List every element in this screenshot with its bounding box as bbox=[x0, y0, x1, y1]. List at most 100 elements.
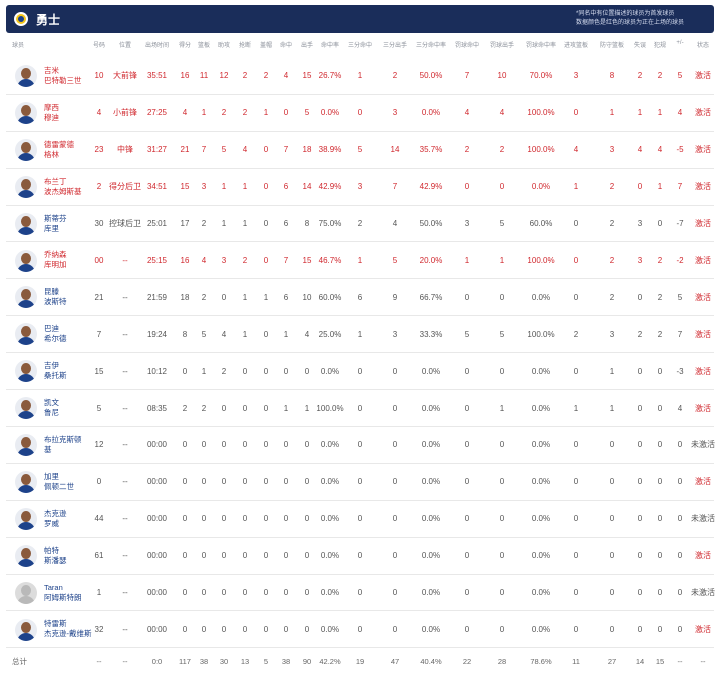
col-player-header[interactable]: 球员 bbox=[12, 43, 25, 49]
player-name[interactable]: 布兰丁 波杰姆斯基 bbox=[44, 169, 82, 205]
col-status-cell: 激活 bbox=[695, 624, 711, 634]
col-fouls-header[interactable]: 犯规 bbox=[653, 43, 666, 49]
col-fgpct-cell: 42.9% bbox=[318, 182, 342, 192]
player-name[interactable]: 加里 佩顿二世 bbox=[44, 464, 74, 500]
player-avatar-icon[interactable] bbox=[15, 249, 37, 272]
col-fgpct-header[interactable]: 命中率 bbox=[320, 43, 339, 49]
col-fga-cell: 15 bbox=[302, 255, 312, 265]
col-dreb-header[interactable]: 防守篮板 bbox=[599, 43, 624, 49]
col-blocks-cell: 0 bbox=[263, 477, 269, 487]
table-row[interactable]: 摩西 穆迪 4 小前锋 27:25 4 1 2 2 1 0 5 0.0% 0 3 0.0% 4 4 100.0% 0 1… bbox=[6, 95, 714, 132]
player-name[interactable]: 昆滕 波斯特 bbox=[44, 279, 67, 315]
player-avatar-icon[interactable] bbox=[15, 397, 37, 420]
col-steals-header[interactable]: 抢断 bbox=[238, 43, 251, 49]
col-ftpct-cell: 70.0% bbox=[529, 71, 553, 81]
player-name[interactable]: 杰克逊 罗威 bbox=[44, 501, 67, 537]
table-row[interactable]: 加里 佩顿二世 0 -- 00:00 0 0 0 0 0 0 0 0.0% 0 0 0.0% 0 0 0.0% 0 0 0… bbox=[6, 464, 714, 501]
player-name[interactable]: 摩西 穆迪 bbox=[44, 95, 59, 131]
col-dreb-cell: 2 bbox=[609, 182, 615, 192]
player-avatar-icon[interactable] bbox=[15, 360, 37, 383]
col-status-header[interactable]: 状态 bbox=[696, 43, 709, 49]
col-points-header[interactable]: 得分 bbox=[178, 43, 191, 49]
col-ftpct-total: 78.6% bbox=[530, 656, 552, 666]
col-turnovers-header[interactable]: 失误 bbox=[633, 43, 646, 49]
col-3ppct-header[interactable]: 三分命中率 bbox=[415, 43, 446, 49]
col-3ppct-cell: 0.0% bbox=[421, 624, 441, 634]
table-row[interactable]: 吉米 巴特勒三世 10 大前锋 35:51 16 11 12 2 2 4 15 26.7% 1 2 50.0%… bbox=[6, 58, 714, 95]
player-name-line1: 帕特 bbox=[44, 545, 59, 555]
col-3pa-cell: 14 bbox=[390, 145, 400, 155]
player-name-line1: 特雷斯 bbox=[44, 619, 67, 629]
player-name[interactable]: 斯蒂芬 库里 bbox=[44, 206, 67, 242]
player-name[interactable]: 巴迪 希尔德 bbox=[44, 316, 67, 352]
table-row[interactable]: 特雷斯 杰克逊-戴维斯 32 -- 00:00 0 0 0 0 0 0 0 0.0% 0 0 0.0% 0 0 0.… bbox=[6, 612, 714, 649]
player-avatar-icon[interactable] bbox=[15, 323, 37, 346]
table-row[interactable]: 昆滕 波斯特 21 -- 21:59 18 2 0 1 1 6 10 60.0% 6 9 66.7% 0 0 0.0… bbox=[6, 279, 714, 317]
col-fgm-cell: 7 bbox=[283, 255, 289, 265]
player-name[interactable]: 凯文 鲁尼 bbox=[44, 390, 59, 426]
col-rebounds-header[interactable]: 篮板 bbox=[197, 43, 210, 49]
col-assists-header[interactable]: 助攻 bbox=[217, 43, 230, 49]
col-3pm-header[interactable]: 三分命中 bbox=[347, 43, 372, 49]
col-3pm-cell: 3 bbox=[357, 182, 363, 192]
col-oreb-header[interactable]: 进攻篮板 bbox=[563, 43, 588, 49]
player-name[interactable]: 吉伊 桑托斯 bbox=[44, 353, 67, 389]
col-fta-cell: 1 bbox=[499, 403, 505, 413]
col-turnovers-cell: 0 bbox=[637, 182, 643, 192]
col-position-header[interactable]: 位置 bbox=[118, 43, 131, 49]
player-avatar-icon[interactable] bbox=[15, 175, 37, 198]
col-3pa-header[interactable]: 三分出手 bbox=[382, 43, 407, 49]
blank-avatar-icon[interactable] bbox=[15, 581, 37, 604]
table-row[interactable]: 杰克逊 罗威 44 -- 00:00 0 0 0 0 0 0 0 0.0% 0 0 0.0% 0 0 0.0% 0 0 0… bbox=[6, 501, 715, 538]
table-row[interactable]: 斯蒂芬 库里 30 控球后卫 25:01 17 2 1 1 0 6 8 75.0% 2 4 50.0% 3 5 60… bbox=[6, 206, 714, 243]
col-ftpct-header[interactable]: 罚球命中率 bbox=[525, 43, 556, 49]
player-avatar-icon[interactable] bbox=[15, 65, 37, 87]
player-name[interactable]: 特雷斯 杰克逊-戴维斯 bbox=[44, 612, 92, 648]
col-ftpct-cell: 0.0% bbox=[531, 624, 551, 634]
col-fgm-header[interactable]: 命中 bbox=[279, 43, 292, 49]
player-name[interactable]: 吉米 巴特勒三世 bbox=[44, 58, 82, 94]
player-avatar-icon[interactable] bbox=[15, 544, 37, 567]
player-avatar-icon[interactable] bbox=[15, 286, 37, 309]
player-avatar-icon[interactable] bbox=[15, 470, 37, 493]
table-row[interactable]: 巴迪 希尔德 7 -- 19:24 8 5 4 1 0 1 4 25.0% 1 3 33.3% 5 5 100.0%… bbox=[6, 316, 714, 354]
table-row[interactable]: 乔纳森 库明加 00 -- 25:15 16 4 3 2 0 7 15 46.7% 1 5 20.0% 1 1 10… bbox=[6, 243, 714, 280]
col-fta-header[interactable]: 罚球出手 bbox=[489, 43, 514, 49]
player-avatar-icon[interactable] bbox=[15, 212, 37, 235]
player-avatar-icon[interactable] bbox=[15, 434, 37, 456]
col-dreb-cell: 2 bbox=[609, 219, 615, 229]
player-name[interactable]: 德雷蒙德 格林 bbox=[44, 132, 74, 168]
col-assists-cell: 3 bbox=[221, 255, 227, 265]
player-name[interactable]: 布拉克斯顿基 bbox=[44, 427, 82, 463]
col-minutes-header[interactable]: 出场时间 bbox=[144, 43, 169, 49]
col-fga-header[interactable]: 出手 bbox=[300, 43, 313, 49]
player-avatar-icon[interactable] bbox=[15, 138, 37, 161]
table-row[interactable]: 德雷蒙德 格林 23 中锋 31:27 21 7 5 4 0 7 18 38.9% 5 14 35.7% 2 2 1… bbox=[6, 132, 714, 169]
col-plusminus-header[interactable]: +/- bbox=[676, 40, 684, 46]
player-avatar-icon[interactable] bbox=[15, 507, 37, 530]
table-row[interactable]: Taran 阿姆斯特朗 1 -- 00:00 0 0 0 0 0 0 0 0.0% 0 0 0.0% 0 0 0.0… bbox=[6, 575, 715, 612]
col-3pm-cell: 1 bbox=[357, 71, 363, 81]
col-fgm-cell: 1 bbox=[283, 403, 289, 413]
table-row[interactable]: 吉伊 桑托斯 15 -- 10:12 0 1 2 0 0 0 0 0.0% 0 0 0.0% 0 0 0.0% 0 1 0… bbox=[6, 353, 714, 391]
table-row[interactable]: 布兰丁 波杰姆斯基 2 得分后卫 34:51 15 3 1 1 0 6 14 42.9% 3 7 42.9% 0… bbox=[6, 169, 714, 206]
player-avatar-icon[interactable] bbox=[15, 101, 37, 124]
table-row[interactable]: 凯文 鲁尼 5 -- 08:35 2 2 0 0 0 1 1 100.0% 0 0 0.0% 0 1 0.0% 1 1 0… bbox=[6, 390, 714, 427]
player-avatar-icon[interactable] bbox=[15, 618, 37, 641]
col-fouls-cell: 0 bbox=[657, 551, 663, 561]
player-name[interactable]: Taran 阿姆斯特朗 bbox=[44, 575, 82, 611]
player-name[interactable]: 乔纳森 库明加 bbox=[44, 243, 67, 279]
col-points-cell: 0 bbox=[182, 514, 188, 524]
col-ftm-header[interactable]: 罚球命中 bbox=[454, 43, 479, 49]
table-row[interactable]: 帕特 斯潘瑟 61 -- 00:00 0 0 0 0 0 0 0 0.0% 0 0 0.0% 0 0 0.0% 0 0 0… bbox=[6, 538, 714, 575]
col-steals-cell: 0 bbox=[242, 514, 248, 524]
col-number-cell: 12 bbox=[94, 440, 104, 450]
player-name-line2: 波斯特 bbox=[44, 297, 67, 307]
table-row[interactable]: 布拉克斯顿基 12 -- 00:00 0 0 0 0 0 0 0 0.0% 0 0 0.0% 0 0 0.0% 0 0… bbox=[6, 427, 715, 464]
col-plusminus-cell: 0 bbox=[677, 440, 683, 450]
col-number-header[interactable]: 号码 bbox=[92, 43, 105, 49]
col-blocks-cell: 1 bbox=[263, 292, 269, 302]
col-blocks-header[interactable]: 盖帽 bbox=[259, 43, 272, 49]
col-ftpct-cell: 0.0% bbox=[531, 292, 551, 302]
player-name[interactable]: 帕特 斯潘瑟 bbox=[44, 538, 67, 574]
